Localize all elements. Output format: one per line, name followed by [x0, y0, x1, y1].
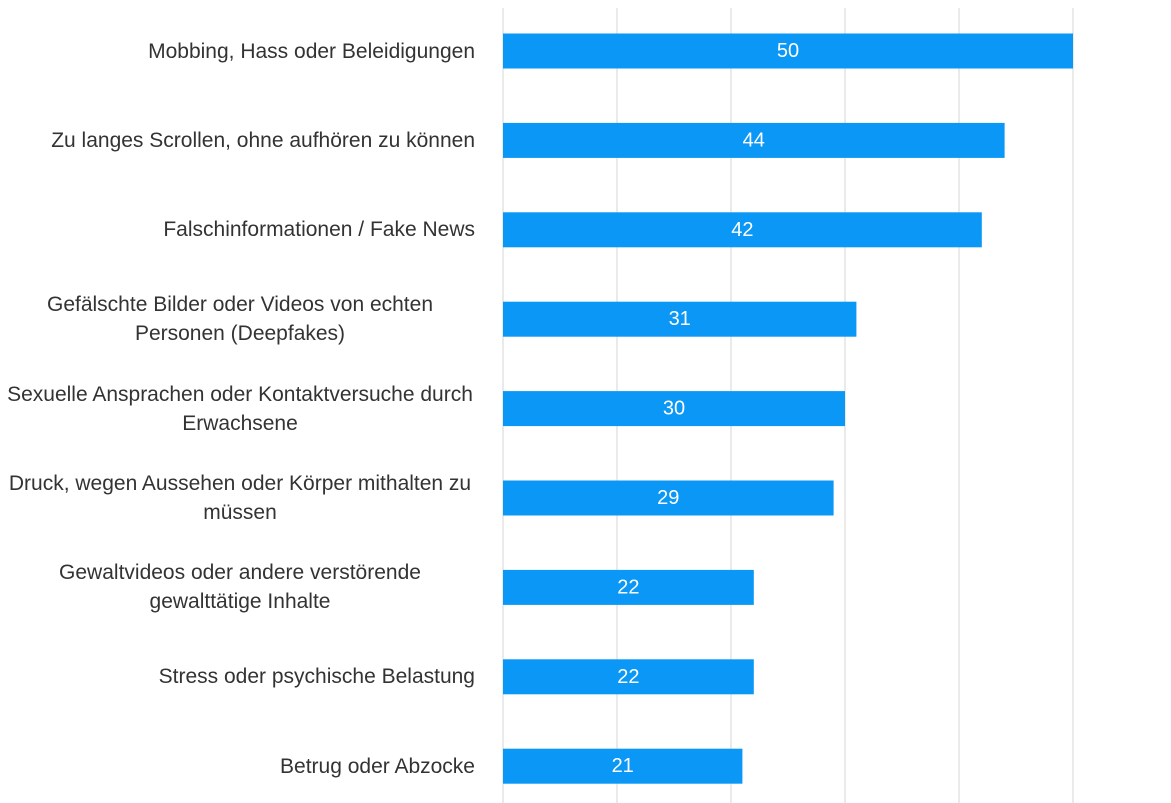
- category-label-box: Sexuelle Ansprachen oder Kontaktversuche…: [5, 369, 475, 449]
- value-label: 22: [617, 666, 639, 688]
- category-label-box: Stress oder psychische Belastung: [5, 637, 475, 717]
- category-label: Gefälschte Bilder oder Videos von echten…: [46, 293, 434, 346]
- bar: [503, 122, 1005, 158]
- bar: [503, 391, 845, 427]
- value-label: 29: [657, 487, 679, 509]
- category-label-box: Druck, wegen Aussehen oder Körper mithal…: [5, 458, 475, 538]
- category-label-box: Falschinformationen / Fake News: [5, 190, 475, 270]
- category-label-box: Gefälschte Bilder oder Videos von echten…: [5, 279, 475, 359]
- category-label: Stress oder psychische Belastung: [158, 665, 475, 689]
- category-label-box: Betrug oder Abzocke: [5, 726, 475, 803]
- value-label: 44: [743, 129, 765, 151]
- bar: [503, 748, 743, 784]
- value-label: 30: [663, 398, 685, 420]
- category-label: Druck, wegen Aussehen oder Körper mithal…: [8, 472, 472, 524]
- category-label-box: Zu langes Scrollen, ohne aufhören zu kön…: [5, 100, 475, 180]
- value-label: 42: [731, 219, 753, 241]
- value-label: 50: [777, 40, 799, 62]
- bar: [503, 659, 754, 695]
- category-label-box: Mobbing, Hass oder Beleidigungen: [5, 11, 475, 91]
- category-label: Zu langes Scrollen, ohne aufhören zu kön…: [51, 128, 475, 152]
- category-label: Falschinformationen / Fake News: [163, 218, 475, 242]
- value-label: 31: [669, 308, 691, 330]
- bar: [503, 33, 1073, 69]
- category-label: Sexuelle Ansprachen oder Kontaktversuche…: [7, 382, 473, 435]
- category-label: Gewaltvideos oder andere verstörende gew…: [59, 561, 421, 614]
- value-label: 22: [617, 576, 639, 598]
- value-label: 21: [612, 755, 634, 777]
- bar: [503, 569, 754, 605]
- bar: [503, 301, 857, 337]
- bar: [503, 212, 982, 248]
- category-label: Mobbing, Hass oder Beleidigungen: [148, 39, 475, 63]
- category-label-box: Gewaltvideos oder andere verstörende gew…: [5, 547, 475, 627]
- bar: [503, 480, 834, 516]
- category-label: Betrug oder Abzocke: [280, 754, 475, 778]
